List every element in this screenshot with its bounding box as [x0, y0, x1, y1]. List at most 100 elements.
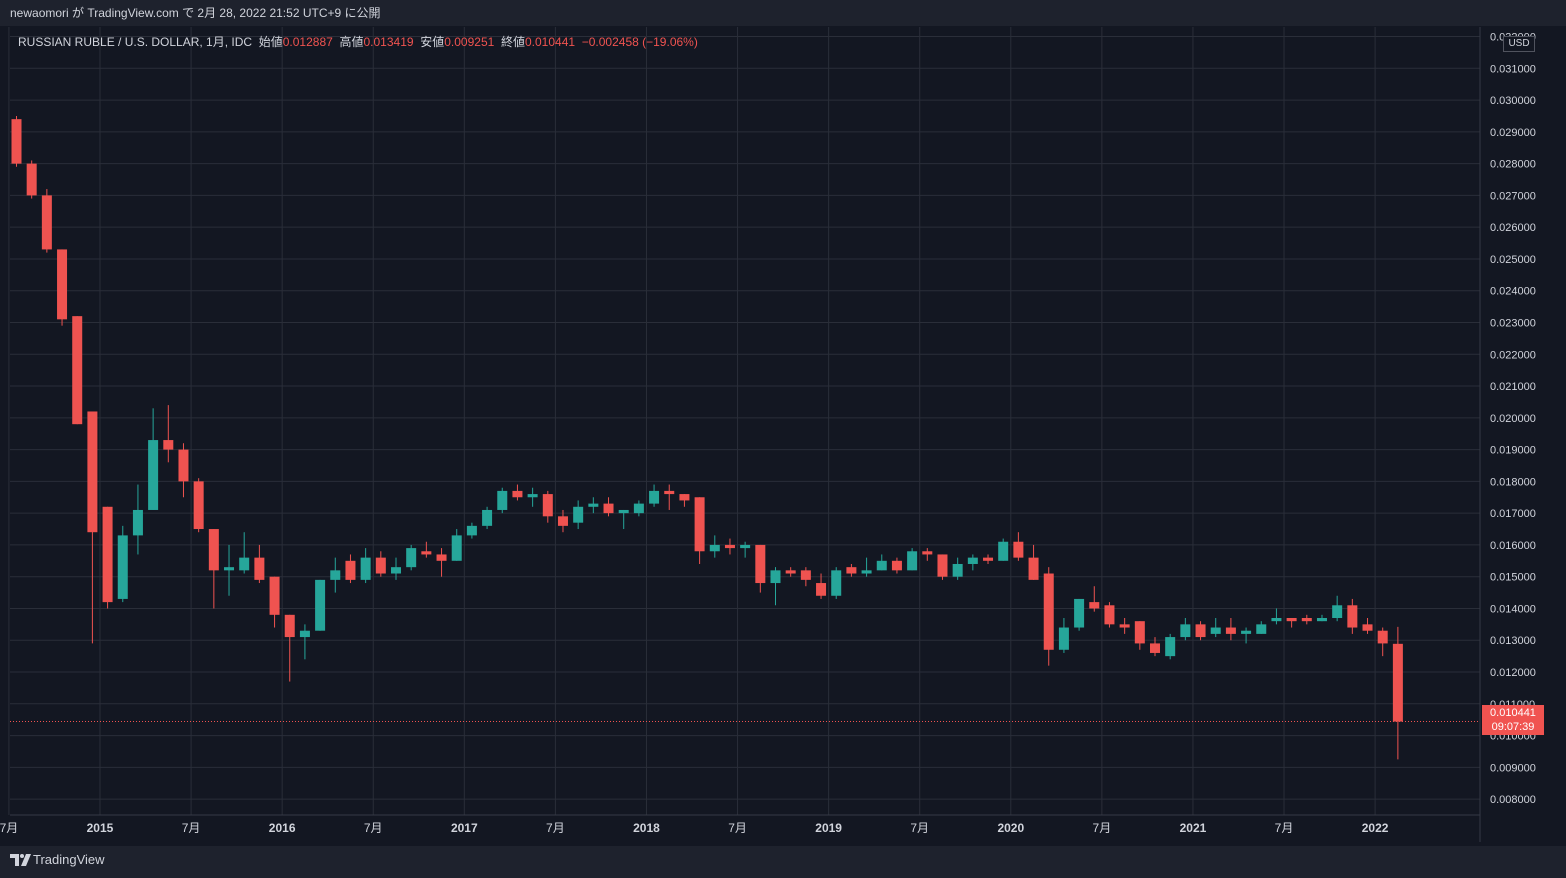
y-tick-label: 0.016000 — [1490, 540, 1536, 552]
symbol-legend: RUSSIAN RUBLE / U.S. DOLLAR, 1月, IDC 始値0… — [18, 34, 698, 50]
candle-body — [800, 570, 811, 580]
candle-body — [163, 440, 174, 450]
y-tick-label: 0.028000 — [1490, 159, 1536, 171]
y-tick-label: 0.025000 — [1490, 254, 1536, 266]
candle-body — [497, 490, 508, 510]
candle-body — [117, 535, 128, 599]
candle-body — [679, 494, 690, 501]
candle-body — [406, 548, 417, 568]
grid-lines — [8, 27, 1480, 815]
candle-body — [11, 119, 22, 164]
candle-body — [1241, 630, 1252, 634]
candle-body — [208, 529, 219, 571]
change-value: −0.002458 (−19.06%) — [581, 35, 698, 49]
candle-body — [315, 579, 326, 631]
candle-body — [816, 583, 827, 596]
candle-body — [755, 544, 766, 584]
x-tick-label: 2019 — [815, 821, 842, 835]
high-label: 高値 — [339, 35, 364, 49]
x-tick-label: 7月 — [364, 821, 383, 835]
candlestick-chart[interactable]: 0.0080000.0090000.0100000.0110000.012000… — [0, 0, 1566, 846]
candle-body — [724, 544, 735, 549]
y-tick-label: 0.029000 — [1490, 127, 1536, 139]
candle-body — [41, 195, 52, 250]
candle-body — [831, 570, 842, 596]
candle-body — [1134, 621, 1145, 644]
candle-body — [891, 560, 902, 571]
candle-body — [1347, 605, 1358, 628]
candle-body — [618, 509, 629, 514]
y-tick-label: 0.014000 — [1490, 603, 1536, 615]
candle-body — [694, 497, 705, 552]
candle-body — [72, 316, 83, 425]
candle-body — [132, 509, 143, 536]
candle-body — [1392, 643, 1403, 722]
close-label: 終値 — [500, 35, 525, 49]
candle-body — [709, 544, 720, 552]
candle-body — [1013, 541, 1024, 558]
candle-body — [861, 570, 872, 574]
candle-body — [770, 570, 781, 584]
publish-bar: newaomori が TradingView.com で 2月 28, 202… — [0, 0, 1566, 26]
candle-body — [1195, 624, 1206, 638]
candle-body — [649, 490, 660, 504]
y-tick-label: 0.008000 — [1490, 794, 1536, 806]
candle-body — [633, 503, 644, 514]
candle-body — [557, 516, 568, 526]
candle-body — [1180, 624, 1191, 638]
candle-body — [284, 614, 295, 638]
candle-body — [1089, 602, 1100, 609]
candle-body — [573, 506, 584, 523]
y-tick-label: 0.023000 — [1490, 318, 1536, 330]
candle-body — [967, 557, 978, 564]
candle-body — [1058, 627, 1069, 650]
candle-body — [375, 557, 386, 574]
candle-body — [512, 490, 523, 498]
tradingview-logo-icon[interactable] — [10, 852, 32, 868]
candle-body — [603, 503, 614, 514]
candle-body — [239, 557, 250, 571]
candle-body — [360, 557, 371, 580]
y-tick-label: 0.021000 — [1490, 381, 1536, 393]
symbol-name: RUSSIAN RUBLE / U.S. DOLLAR, 1月, IDC — [18, 35, 253, 49]
close-value: 0.010441 — [525, 35, 576, 49]
x-tick-label: 2022 — [1362, 821, 1389, 835]
x-tick-label: 2017 — [451, 821, 478, 835]
low-value: 0.009251 — [444, 35, 495, 49]
candle-body — [466, 525, 477, 536]
candle-body — [436, 554, 447, 561]
tradingview-brand[interactable]: TradingView — [33, 852, 105, 867]
candle-body — [922, 551, 933, 555]
last-price-label: 0.010441 09:07:39 — [1482, 705, 1544, 735]
candle-body — [451, 535, 462, 561]
x-tick-label: 7月 — [1275, 821, 1294, 835]
low-label: 安値 — [420, 35, 445, 49]
candle-body — [907, 551, 918, 571]
x-tick-label: 2018 — [633, 821, 660, 835]
candle-body — [482, 509, 493, 526]
currency-button[interactable]: USD — [1503, 36, 1535, 52]
candle-body — [421, 551, 432, 555]
candle-body — [952, 563, 963, 577]
y-tick-label: 0.013000 — [1490, 635, 1536, 647]
candle-body — [1301, 618, 1312, 622]
candle-body — [1104, 605, 1115, 625]
x-tick-label: 7月 — [546, 821, 565, 835]
candle-body — [527, 494, 538, 498]
candle-body — [330, 570, 341, 580]
plot-area — [10, 27, 1480, 815]
candle-body — [299, 630, 310, 638]
candle-body — [87, 411, 98, 533]
candle-body — [1210, 627, 1221, 634]
candle-body — [1332, 605, 1343, 618]
y-tick-label: 0.030000 — [1490, 95, 1536, 107]
candle-body — [1316, 618, 1327, 622]
publish-line: newaomori が TradingView.com で 2月 28, 202… — [10, 6, 381, 20]
x-tick-label: 2021 — [1180, 821, 1207, 835]
y-tick-label: 0.026000 — [1490, 222, 1536, 234]
candle-body — [269, 576, 280, 615]
x-tick-label: 7月 — [182, 821, 201, 835]
y-tick-label: 0.027000 — [1490, 190, 1536, 202]
candle-body — [102, 506, 113, 603]
candles — [10, 115, 1480, 760]
